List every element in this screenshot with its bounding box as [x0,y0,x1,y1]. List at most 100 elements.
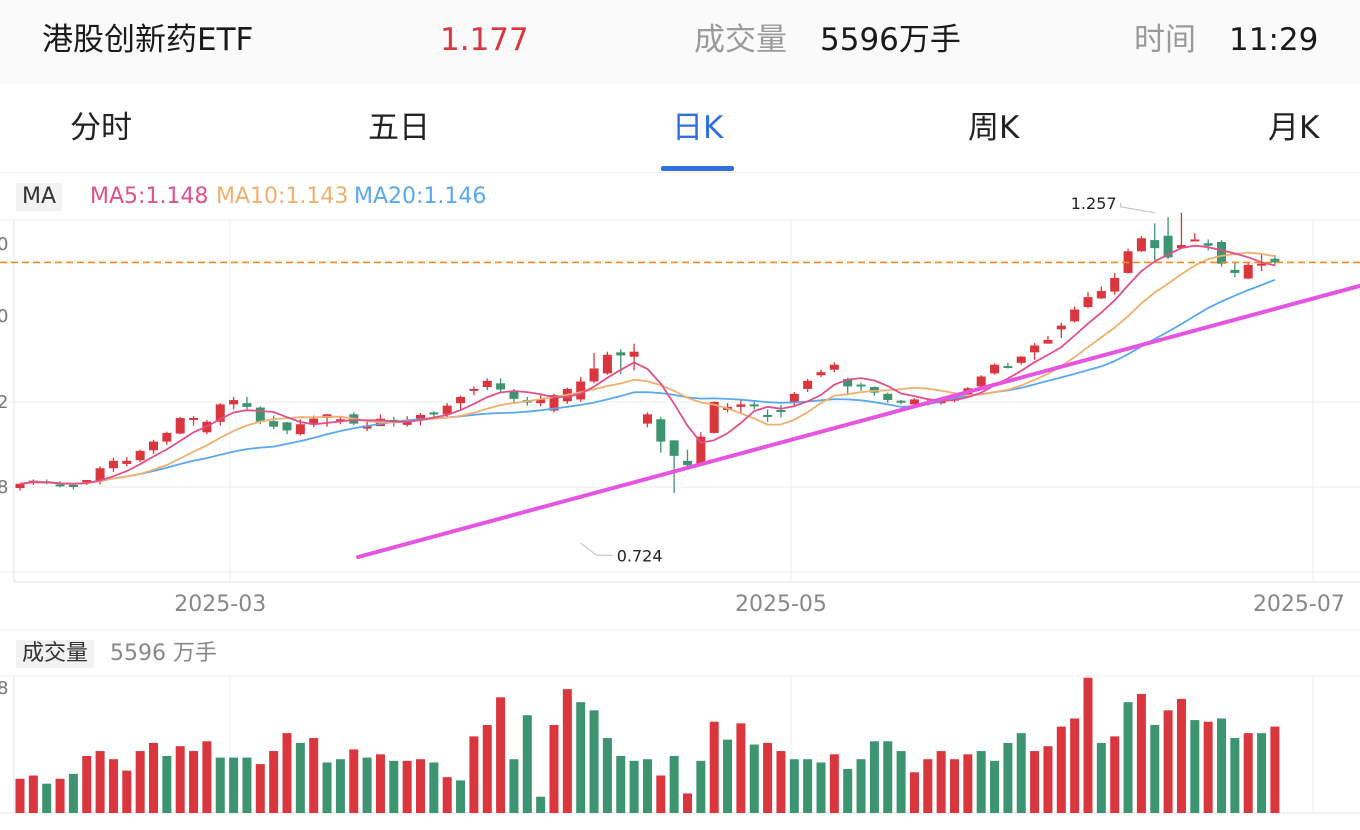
volume-bar [669,755,679,813]
volume-bar [1217,718,1226,813]
volume-bar [990,760,1000,813]
x-tick-label: 2025-03 [174,592,266,617]
volume-bar [1257,733,1267,813]
volume-legend-value: 5596 万手 [110,641,217,666]
volume-bar [15,778,25,813]
tab-weekly-k[interactable]: 周K [968,110,1020,146]
volume-bar [536,796,546,813]
volume-bar [135,751,145,813]
volume-bar [202,741,212,813]
candle-body [656,419,666,442]
volume-bar [229,757,239,813]
candle-body [1176,245,1186,249]
axis-edge-digits: 0 0 2 8 8 [0,234,8,699]
volume-bar [1243,733,1253,813]
candle-body [1243,264,1253,279]
last-price: 1.177 [440,22,529,58]
volume-bar [1123,702,1133,813]
candle-body [629,351,639,357]
candle-body [309,418,319,424]
candle-body [122,460,132,464]
candle-body [576,381,586,400]
quote-bar: 港股创新药ETF 1.177 成交量 5596万手 时间 11:29 [0,0,1360,84]
annotation-label: 0.724 [617,546,663,565]
volume-bar [429,762,439,813]
price-grid [0,219,1360,583]
tab-five-day[interactable]: 五日 [368,110,430,146]
candle-body [416,414,425,419]
volume-tag[interactable]: 成交量 [16,640,95,668]
active-tab-indicator [661,166,734,171]
ma10-line [19,251,1276,485]
volume-bar [442,777,452,813]
volume-bar [1163,710,1173,813]
volume-bar [522,715,532,813]
candle-body [896,400,906,403]
candle-body [456,396,466,404]
volume-bar [1070,718,1080,813]
x-axis-labels: 2025-03 2025-05 2025-07 [174,592,1345,617]
candle-body [856,384,866,387]
fund-name: 港股创新药ETF [42,22,254,58]
candle-body [683,460,692,466]
volume-bar [1096,742,1106,813]
volume-bar [269,751,279,813]
candle-body [1003,365,1013,368]
volume-bar [149,742,158,813]
volume-bar [642,759,652,813]
chart-overlays: 1.257 0.724 [0,194,1360,565]
volume-bar [349,749,359,813]
candle-body [509,391,519,399]
volume-bar [576,702,586,813]
volume-bar [963,754,973,813]
volume-bar [482,724,492,813]
candle-body [242,403,252,407]
time-label: 时间 [1134,22,1196,58]
candle-body [1230,269,1240,273]
candle-body [1136,238,1146,252]
volume-bar [816,762,826,813]
candle-body [162,432,172,442]
ma20-line [19,278,1276,485]
volume-bar [709,721,719,813]
candle-body [1030,345,1040,353]
ma20-value: MA20:1.146 [354,184,487,209]
volume-bar [896,751,906,813]
candle-body [255,407,265,422]
candle-body [990,364,1000,374]
candle-body [709,401,719,433]
candle-body [295,424,305,435]
volume-bar [749,744,759,813]
volume-bar [776,751,786,813]
ma10-value: MA10:1.143 [216,184,349,209]
tab-daily-k[interactable]: 日K [672,110,724,146]
candle-body [135,450,145,461]
candlesticks [15,212,1280,494]
volume-bar [162,755,172,813]
candle-body [1190,239,1200,242]
volume-bar [829,754,839,813]
tab-intraday[interactable]: 分时 [70,110,132,146]
time-value: 11:29 [1229,22,1319,58]
candle-body [1150,240,1160,249]
volume-bar [509,759,519,813]
y-tick-partial: 0 [0,306,8,327]
candle-body [803,380,813,389]
candle-body [215,404,225,422]
volume-bar [108,759,118,813]
ma-tag[interactable]: MA [16,183,63,211]
volume-bar [923,759,933,813]
ma5-value: MA5:1.148 [90,184,209,209]
candle-body [1257,263,1267,266]
candle-body [149,441,158,451]
volume-bar [68,773,78,813]
volume-bar [496,697,506,813]
volume-bar [696,760,706,813]
candle-body [549,395,559,411]
volume-bar [1270,726,1280,813]
candle-body [1270,258,1280,263]
candle-body [602,354,612,374]
candle-body [869,387,879,393]
tab-monthly-k[interactable]: 月K [1268,110,1320,146]
